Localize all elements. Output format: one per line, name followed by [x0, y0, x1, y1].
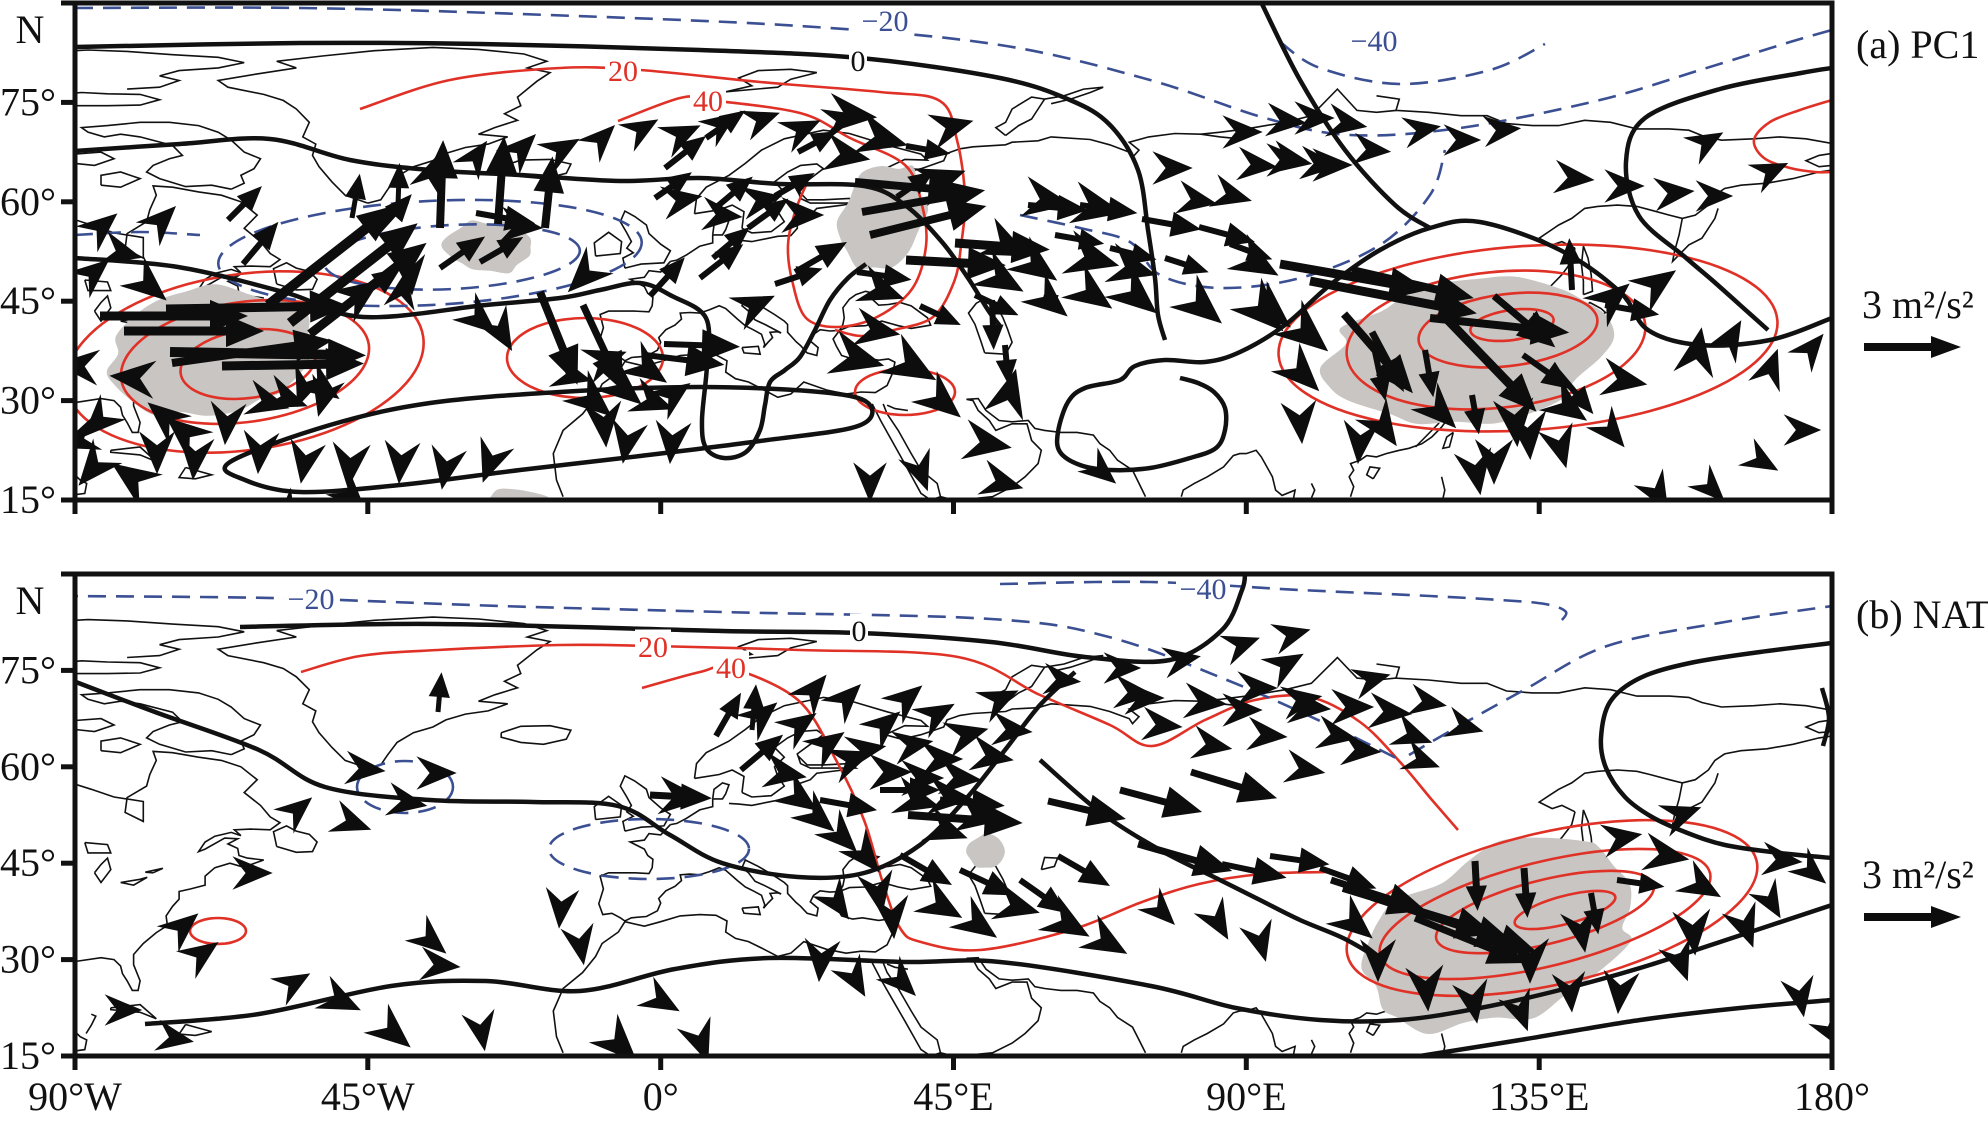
svg-text:3 m²/s²: 3 m²/s²: [1862, 282, 1974, 327]
svg-text:0°: 0°: [643, 1074, 679, 1117]
svg-text:45°: 45°: [0, 278, 56, 323]
svg-text:180°: 180°: [1794, 1074, 1870, 1117]
svg-text:15°: 15°: [0, 477, 56, 522]
svg-text:(a) PC1: (a) PC1: [1856, 22, 1979, 67]
svg-text:45°W: 45°W: [321, 1074, 415, 1117]
svg-text:40: 40: [716, 652, 746, 685]
svg-text:(b) NAT: (b) NAT: [1856, 592, 1988, 637]
svg-text:60°: 60°: [0, 179, 56, 224]
svg-text:3 m²/s²: 3 m²/s²: [1862, 852, 1974, 897]
svg-text:−20: −20: [862, 5, 909, 38]
svg-text:30°: 30°: [0, 937, 56, 982]
svg-text:135°E: 135°E: [1489, 1074, 1589, 1117]
svg-text:45°E: 45°E: [913, 1074, 993, 1117]
svg-text:90°E: 90°E: [1206, 1074, 1286, 1117]
svg-text:15°: 15°: [0, 1033, 56, 1078]
svg-text:30°: 30°: [0, 378, 56, 423]
svg-text:N: N: [16, 578, 45, 623]
svg-text:20: 20: [638, 631, 668, 664]
svg-text:−40: −40: [1180, 573, 1227, 606]
svg-text:75°: 75°: [0, 647, 56, 692]
svg-text:−20: −20: [288, 583, 335, 616]
svg-text:90°W: 90°W: [28, 1074, 122, 1117]
svg-text:−40: −40: [1351, 25, 1398, 58]
svg-text:40: 40: [693, 85, 723, 118]
svg-text:60°: 60°: [0, 744, 56, 789]
svg-text:0: 0: [851, 45, 866, 78]
svg-text:0: 0: [852, 615, 867, 648]
svg-text:20: 20: [608, 55, 638, 88]
svg-text:75°: 75°: [0, 79, 56, 124]
svg-text:45°: 45°: [0, 840, 56, 885]
svg-text:N: N: [16, 7, 45, 52]
